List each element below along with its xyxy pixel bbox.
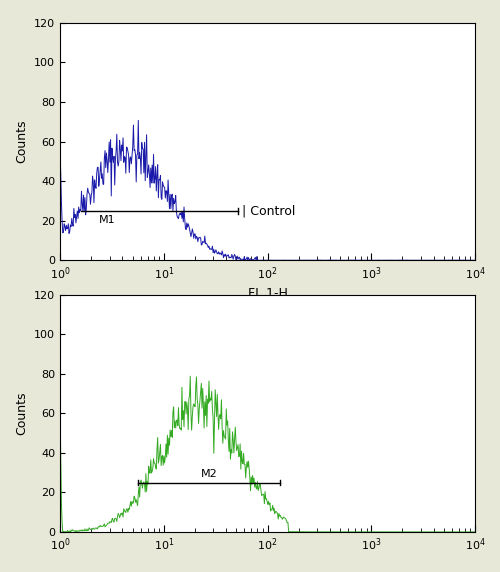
Text: M1: M1 bbox=[99, 214, 116, 225]
Text: | Control: | Control bbox=[242, 204, 296, 217]
X-axis label: FL 1-H: FL 1-H bbox=[248, 287, 288, 300]
Text: M2: M2 bbox=[200, 468, 218, 479]
Y-axis label: Counts: Counts bbox=[16, 391, 28, 435]
Y-axis label: Counts: Counts bbox=[16, 120, 28, 164]
